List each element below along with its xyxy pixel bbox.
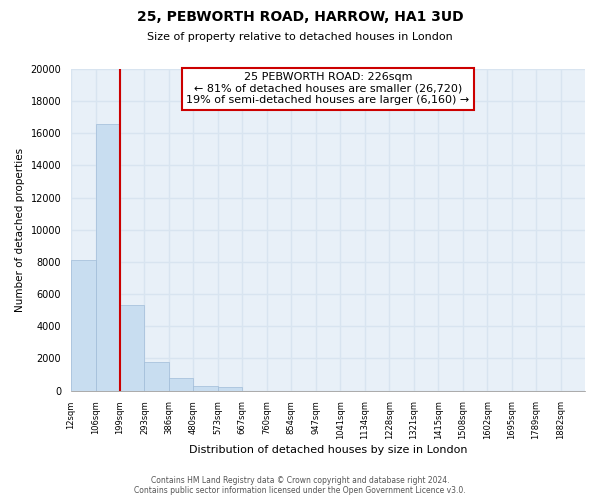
- Bar: [120, 306, 145, 390]
- Bar: [193, 386, 218, 390]
- Bar: [218, 388, 242, 390]
- X-axis label: Distribution of detached houses by size in London: Distribution of detached houses by size …: [189, 445, 467, 455]
- Text: 25, PEBWORTH ROAD, HARROW, HA1 3UD: 25, PEBWORTH ROAD, HARROW, HA1 3UD: [137, 10, 463, 24]
- Bar: [169, 378, 193, 390]
- Y-axis label: Number of detached properties: Number of detached properties: [15, 148, 25, 312]
- Bar: [71, 260, 95, 390]
- Bar: [145, 362, 169, 390]
- Text: Size of property relative to detached houses in London: Size of property relative to detached ho…: [147, 32, 453, 42]
- Text: Contains HM Land Registry data © Crown copyright and database right 2024.
Contai: Contains HM Land Registry data © Crown c…: [134, 476, 466, 495]
- Text: 25 PEBWORTH ROAD: 226sqm
← 81% of detached houses are smaller (26,720)
19% of se: 25 PEBWORTH ROAD: 226sqm ← 81% of detach…: [187, 72, 470, 106]
- Bar: [95, 124, 120, 390]
